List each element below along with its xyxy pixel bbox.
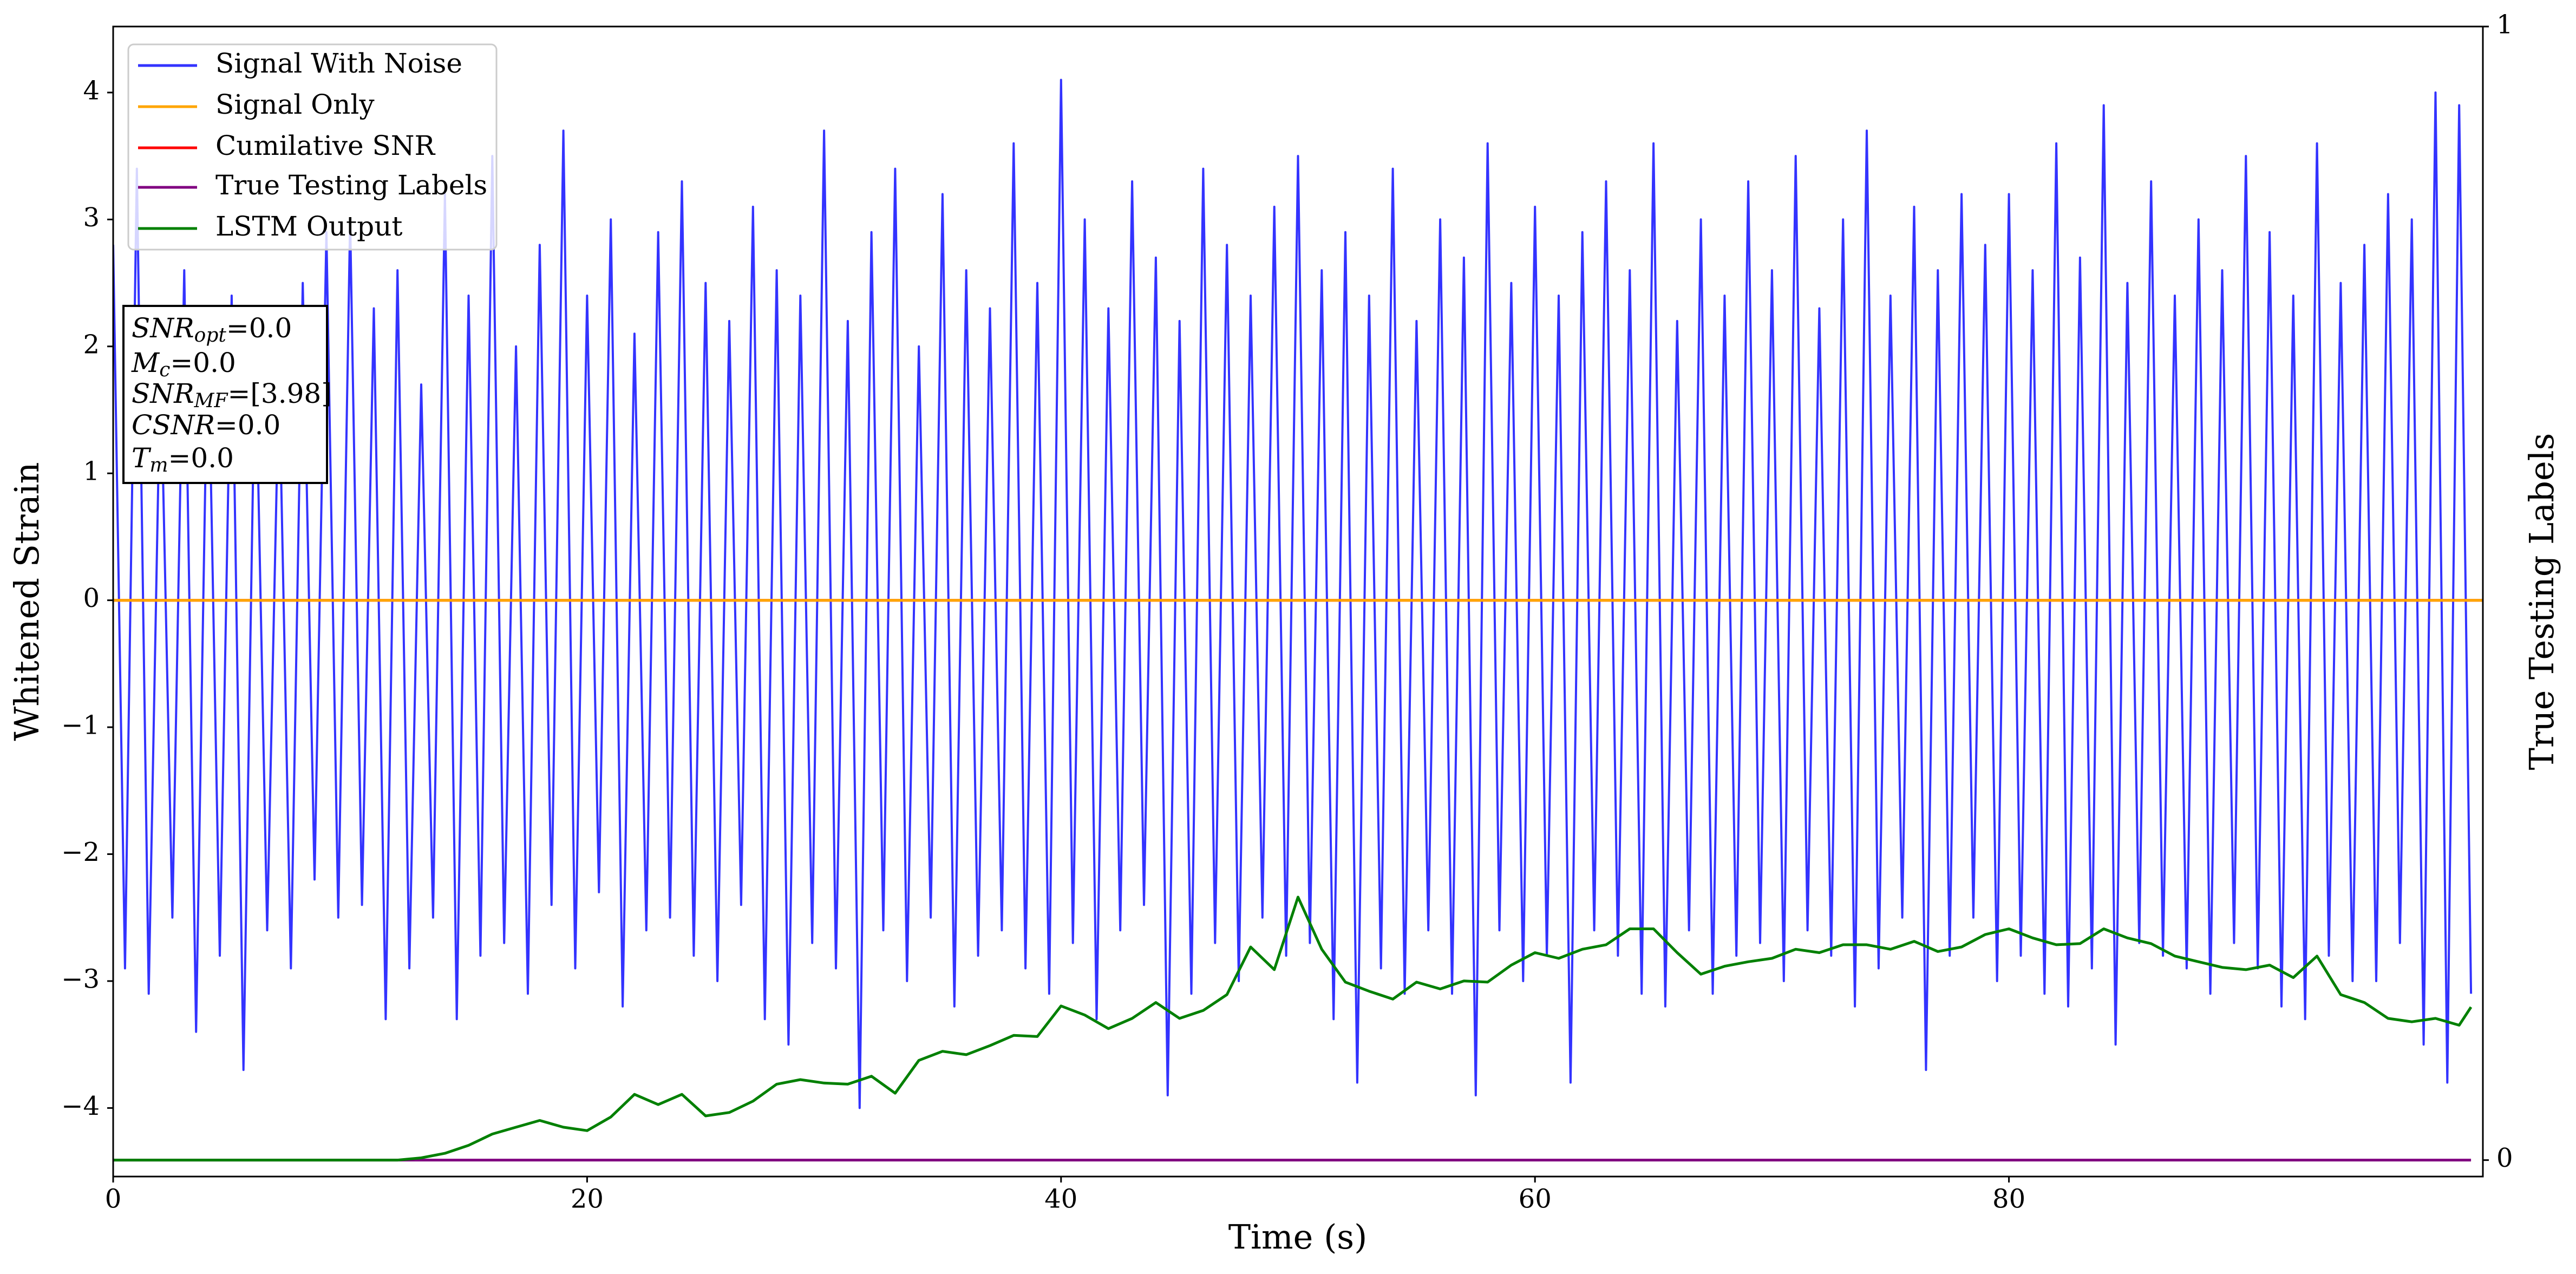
annotation-value: =0.0	[168, 442, 234, 474]
series-line	[113, 896, 2473, 1162]
annotation-subscript: opt	[194, 324, 227, 347]
plot-area	[113, 79, 2483, 1162]
annotation-symbol: CSNR	[132, 409, 215, 441]
y-tick-label: −4	[61, 1091, 100, 1121]
x-tick-label: 40	[1044, 1184, 1077, 1214]
y-axis-label: Whitened Strain	[7, 462, 47, 741]
legend-label: Signal Only	[215, 89, 375, 120]
annotation-value: =[3.98]	[228, 378, 332, 409]
annotation-symbol: M	[131, 347, 160, 378]
legend-label: LSTM Output	[215, 211, 402, 242]
annotation-symbol: T	[132, 442, 152, 474]
y-tick-label: 4	[83, 75, 100, 106]
annotation-subscript: c	[159, 359, 170, 381]
annotation-line: SNRopt=0.0	[132, 312, 292, 347]
y-tick-label: −2	[61, 837, 100, 867]
annotation-line: CSNR=0.0	[132, 409, 280, 441]
legend-label: Cumilative SNR	[215, 130, 435, 161]
y2-axis-label: True Testing Labels	[2522, 433, 2561, 770]
annotation-symbol: SNR	[132, 378, 194, 409]
y-tick-label: 2	[83, 329, 100, 360]
annotation-box: SNRopt=0.0Mc=0.0SNRMF=[3.98]CSNR=0.0Tm=0…	[122, 305, 332, 484]
y2-tick-label: 0	[2496, 1143, 2513, 1173]
x-tick-label: 20	[571, 1184, 604, 1214]
legend: Signal With Noise Signal Only Cumilative S…	[127, 43, 498, 251]
x-tick-label: 60	[1519, 1184, 1552, 1214]
annotation-line: Mc=0.0	[131, 347, 236, 381]
y2-tick-label: 1	[2496, 10, 2513, 40]
x-tick-label: 0	[105, 1184, 122, 1214]
annotation-subscript: m	[149, 454, 168, 476]
annotation-subscript: MF	[194, 390, 229, 412]
legend-label: True Testing Labels	[215, 169, 487, 201]
y-tick-label: 0	[83, 583, 100, 613]
y-tick-label: 3	[83, 202, 100, 233]
x-axis-label: Time (s)	[1228, 1217, 1368, 1257]
annotation-value: =0.0	[226, 312, 292, 344]
plot-frame	[112, 25, 2484, 1178]
annotation-symbol: SNR	[132, 312, 194, 344]
annotation-line: Tm=0.0	[132, 442, 234, 476]
series-line	[113, 79, 2473, 1109]
x-tick-label: 80	[1992, 1184, 2025, 1214]
annotation-value: =0.0	[215, 409, 280, 441]
annotation-line: SNRMF=[3.98]	[132, 378, 332, 412]
annotation-value: =0.0	[170, 347, 236, 378]
annotation-frame	[122, 305, 328, 484]
y-tick-label: 1	[83, 456, 100, 487]
legend-frame	[127, 43, 498, 251]
legend-label: Signal With Noise	[215, 48, 462, 79]
y-tick-label: −3	[61, 964, 100, 994]
y-tick-label: −1	[61, 710, 100, 741]
